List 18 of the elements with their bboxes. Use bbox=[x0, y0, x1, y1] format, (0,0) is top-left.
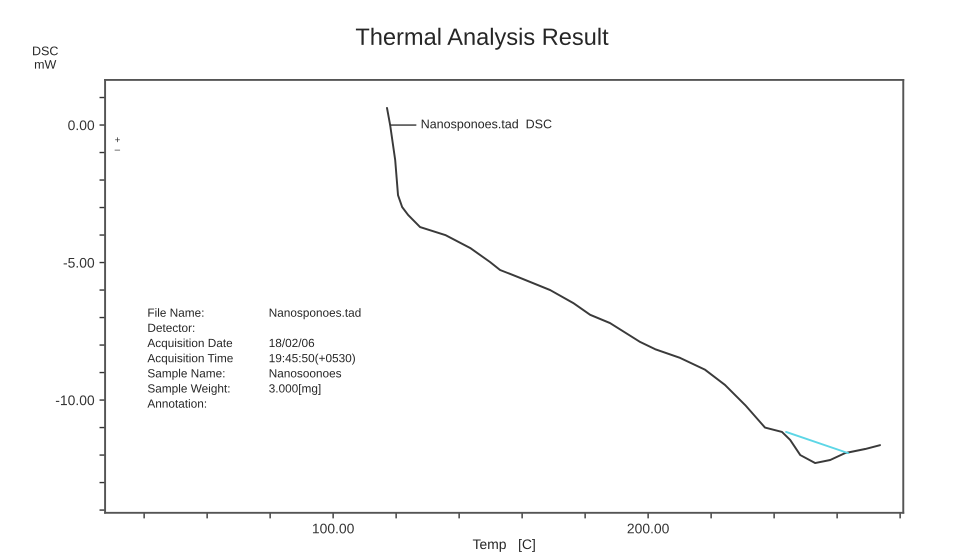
x-tick-label: 100.00 bbox=[312, 524, 354, 534]
annotation: Detector: bbox=[148, 324, 194, 332]
y-axis-title: DSC mW bbox=[33, 46, 58, 69]
y-tick-label: 0.00 bbox=[68, 120, 94, 130]
annotation: Annotation: bbox=[147, 399, 206, 408]
x-axis-title: Temp [C] bbox=[472, 538, 535, 552]
text: Sample Name: Nanosoonoes bbox=[148, 368, 342, 380]
line-series bbox=[386, 107, 881, 464]
text: Acquisition Date 18/02/06 bbox=[147, 338, 314, 350]
y-tick-label: -10.00 bbox=[56, 395, 94, 406]
text: File Name: Nanosponoes.tad bbox=[148, 308, 360, 320]
x-tick-label: 200.00 bbox=[628, 524, 669, 534]
annotation: Nanosponoes.tad DSC bbox=[422, 119, 552, 131]
chart-title: Thermal Analysis Result bbox=[356, 28, 608, 50]
text: Acquisition Time 19:45:50(+0530) bbox=[147, 354, 355, 365]
text: Sample Weight: 3.000[mg] bbox=[148, 384, 320, 395]
annotation: + bbox=[115, 137, 120, 142]
y-tick-label: -5.00 bbox=[64, 258, 94, 268]
